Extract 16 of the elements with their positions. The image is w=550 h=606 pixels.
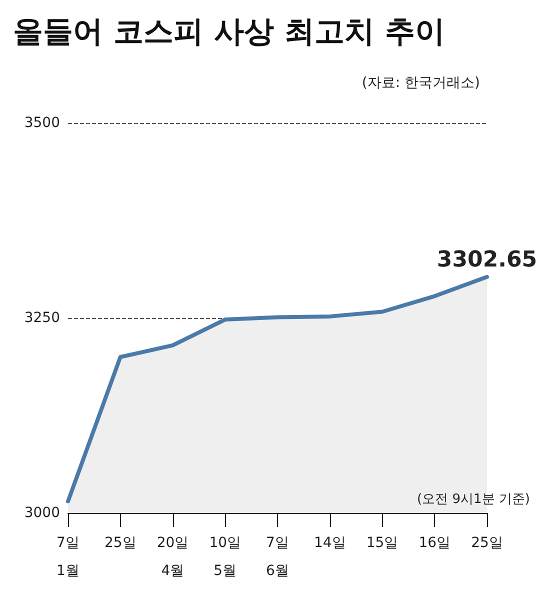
- annotation: (오전 9시1분 기준): [417, 492, 530, 507]
- x-tick-label: 10일 5월: [209, 535, 242, 579]
- x-tick-label: 16일: [418, 535, 451, 551]
- text: (자료: 한국거래소): [362, 75, 480, 91]
- x-tick-label: 14일: [314, 535, 346, 551]
- x-tick-label: 20일 4월: [156, 535, 189, 579]
- x-tick-label: 25일: [471, 535, 503, 551]
- x-tick-label: 25일: [104, 535, 136, 551]
- y-tick-label: 3250: [24, 310, 60, 326]
- data-label: 3302.65: [436, 247, 538, 272]
- chart-title: 올들어 코스피 사상 최고치 추이: [13, 14, 445, 50]
- y-tick-label: 3500: [24, 115, 60, 131]
- x-tick-label: 15일: [366, 535, 398, 551]
- y-tick-label: 3000: [24, 505, 60, 521]
- x-tick-label: 7일 6월: [266, 535, 289, 579]
- x-tick-label: 7일 1월: [56, 535, 80, 579]
